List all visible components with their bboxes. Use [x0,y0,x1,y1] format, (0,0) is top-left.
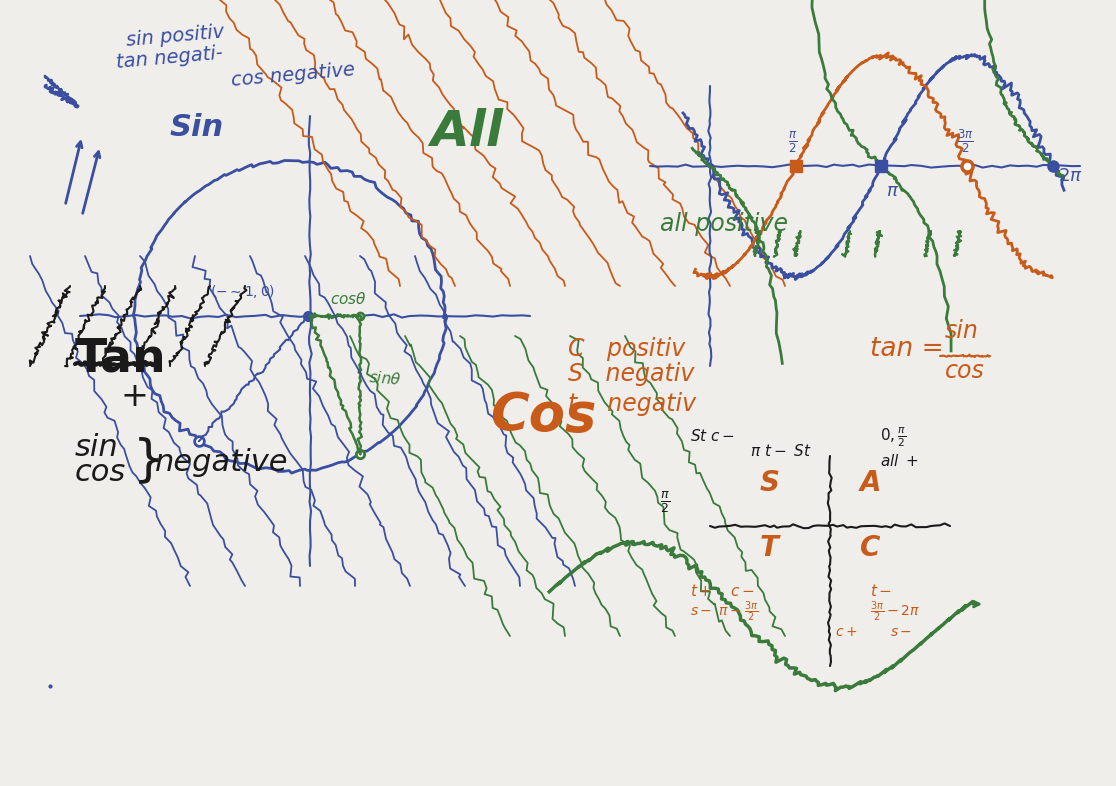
Text: negative: negative [155,448,289,477]
Text: Cos: Cos [490,390,596,442]
Text: All: All [430,108,503,156]
Text: cos: cos [75,458,126,487]
Text: $\frac{3\pi}{2}-2\pi$: $\frac{3\pi}{2}-2\pi$ [870,600,921,624]
Text: +: + [121,380,148,413]
Text: all positive: all positive [660,212,788,236]
Text: $s-\ \pi-\frac{3\pi}{2}$: $s-\ \pi-\frac{3\pi}{2}$ [690,600,759,624]
Text: $sin\theta$: $sin\theta$ [368,369,403,388]
Text: A: A [860,469,882,497]
Text: $\pi$: $\pi$ [886,182,899,200]
Text: $cos\theta$: $cos\theta$ [330,291,367,307]
Text: $(-\sim 1,0)$: $(-\sim 1,0)$ [210,283,275,300]
Text: tan =: tan = [870,336,944,362]
Text: Sin: Sin [170,113,224,142]
Text: S   negativ: S negativ [568,362,694,386]
Text: $\frac{3\pi}{2}$: $\frac{3\pi}{2}$ [958,127,973,155]
Text: $2\pi$: $2\pi$ [1058,167,1083,185]
Text: C   positiv: C positiv [568,337,685,361]
Text: cos: cos [945,359,984,383]
Text: $c-$: $c-$ [730,584,754,599]
Text: $c+$: $c+$ [835,625,857,639]
Text: tan negati-: tan negati- [115,44,223,72]
Text: $\frac{\pi}{2}$: $\frac{\pi}{2}$ [788,130,797,155]
Text: sin positiv: sin positiv [125,23,224,50]
Text: }: } [133,436,165,484]
Text: cos negative: cos negative [230,61,355,90]
Text: $\pi\ t-\ St$: $\pi\ t-\ St$ [750,443,812,459]
Text: sin: sin [945,319,979,343]
Text: $all\ +$: $all\ +$ [881,453,918,469]
Text: T: T [760,534,779,562]
Text: $t-$: $t-$ [870,583,892,599]
Text: Tan: Tan [75,336,166,381]
Text: sin: sin [75,433,118,462]
Text: $t+$: $t+$ [690,583,712,599]
Text: t    negativ: t negativ [568,392,696,416]
Text: $0,\frac{\pi}{2}$: $0,\frac{\pi}{2}$ [881,426,906,450]
Text: C: C [860,534,881,562]
Text: S: S [760,469,780,497]
Text: $\frac{\pi}{2}$: $\frac{\pi}{2}$ [660,490,670,515]
Text: $s-$: $s-$ [889,625,912,639]
Text: $St\ c-$: $St\ c-$ [690,428,735,444]
